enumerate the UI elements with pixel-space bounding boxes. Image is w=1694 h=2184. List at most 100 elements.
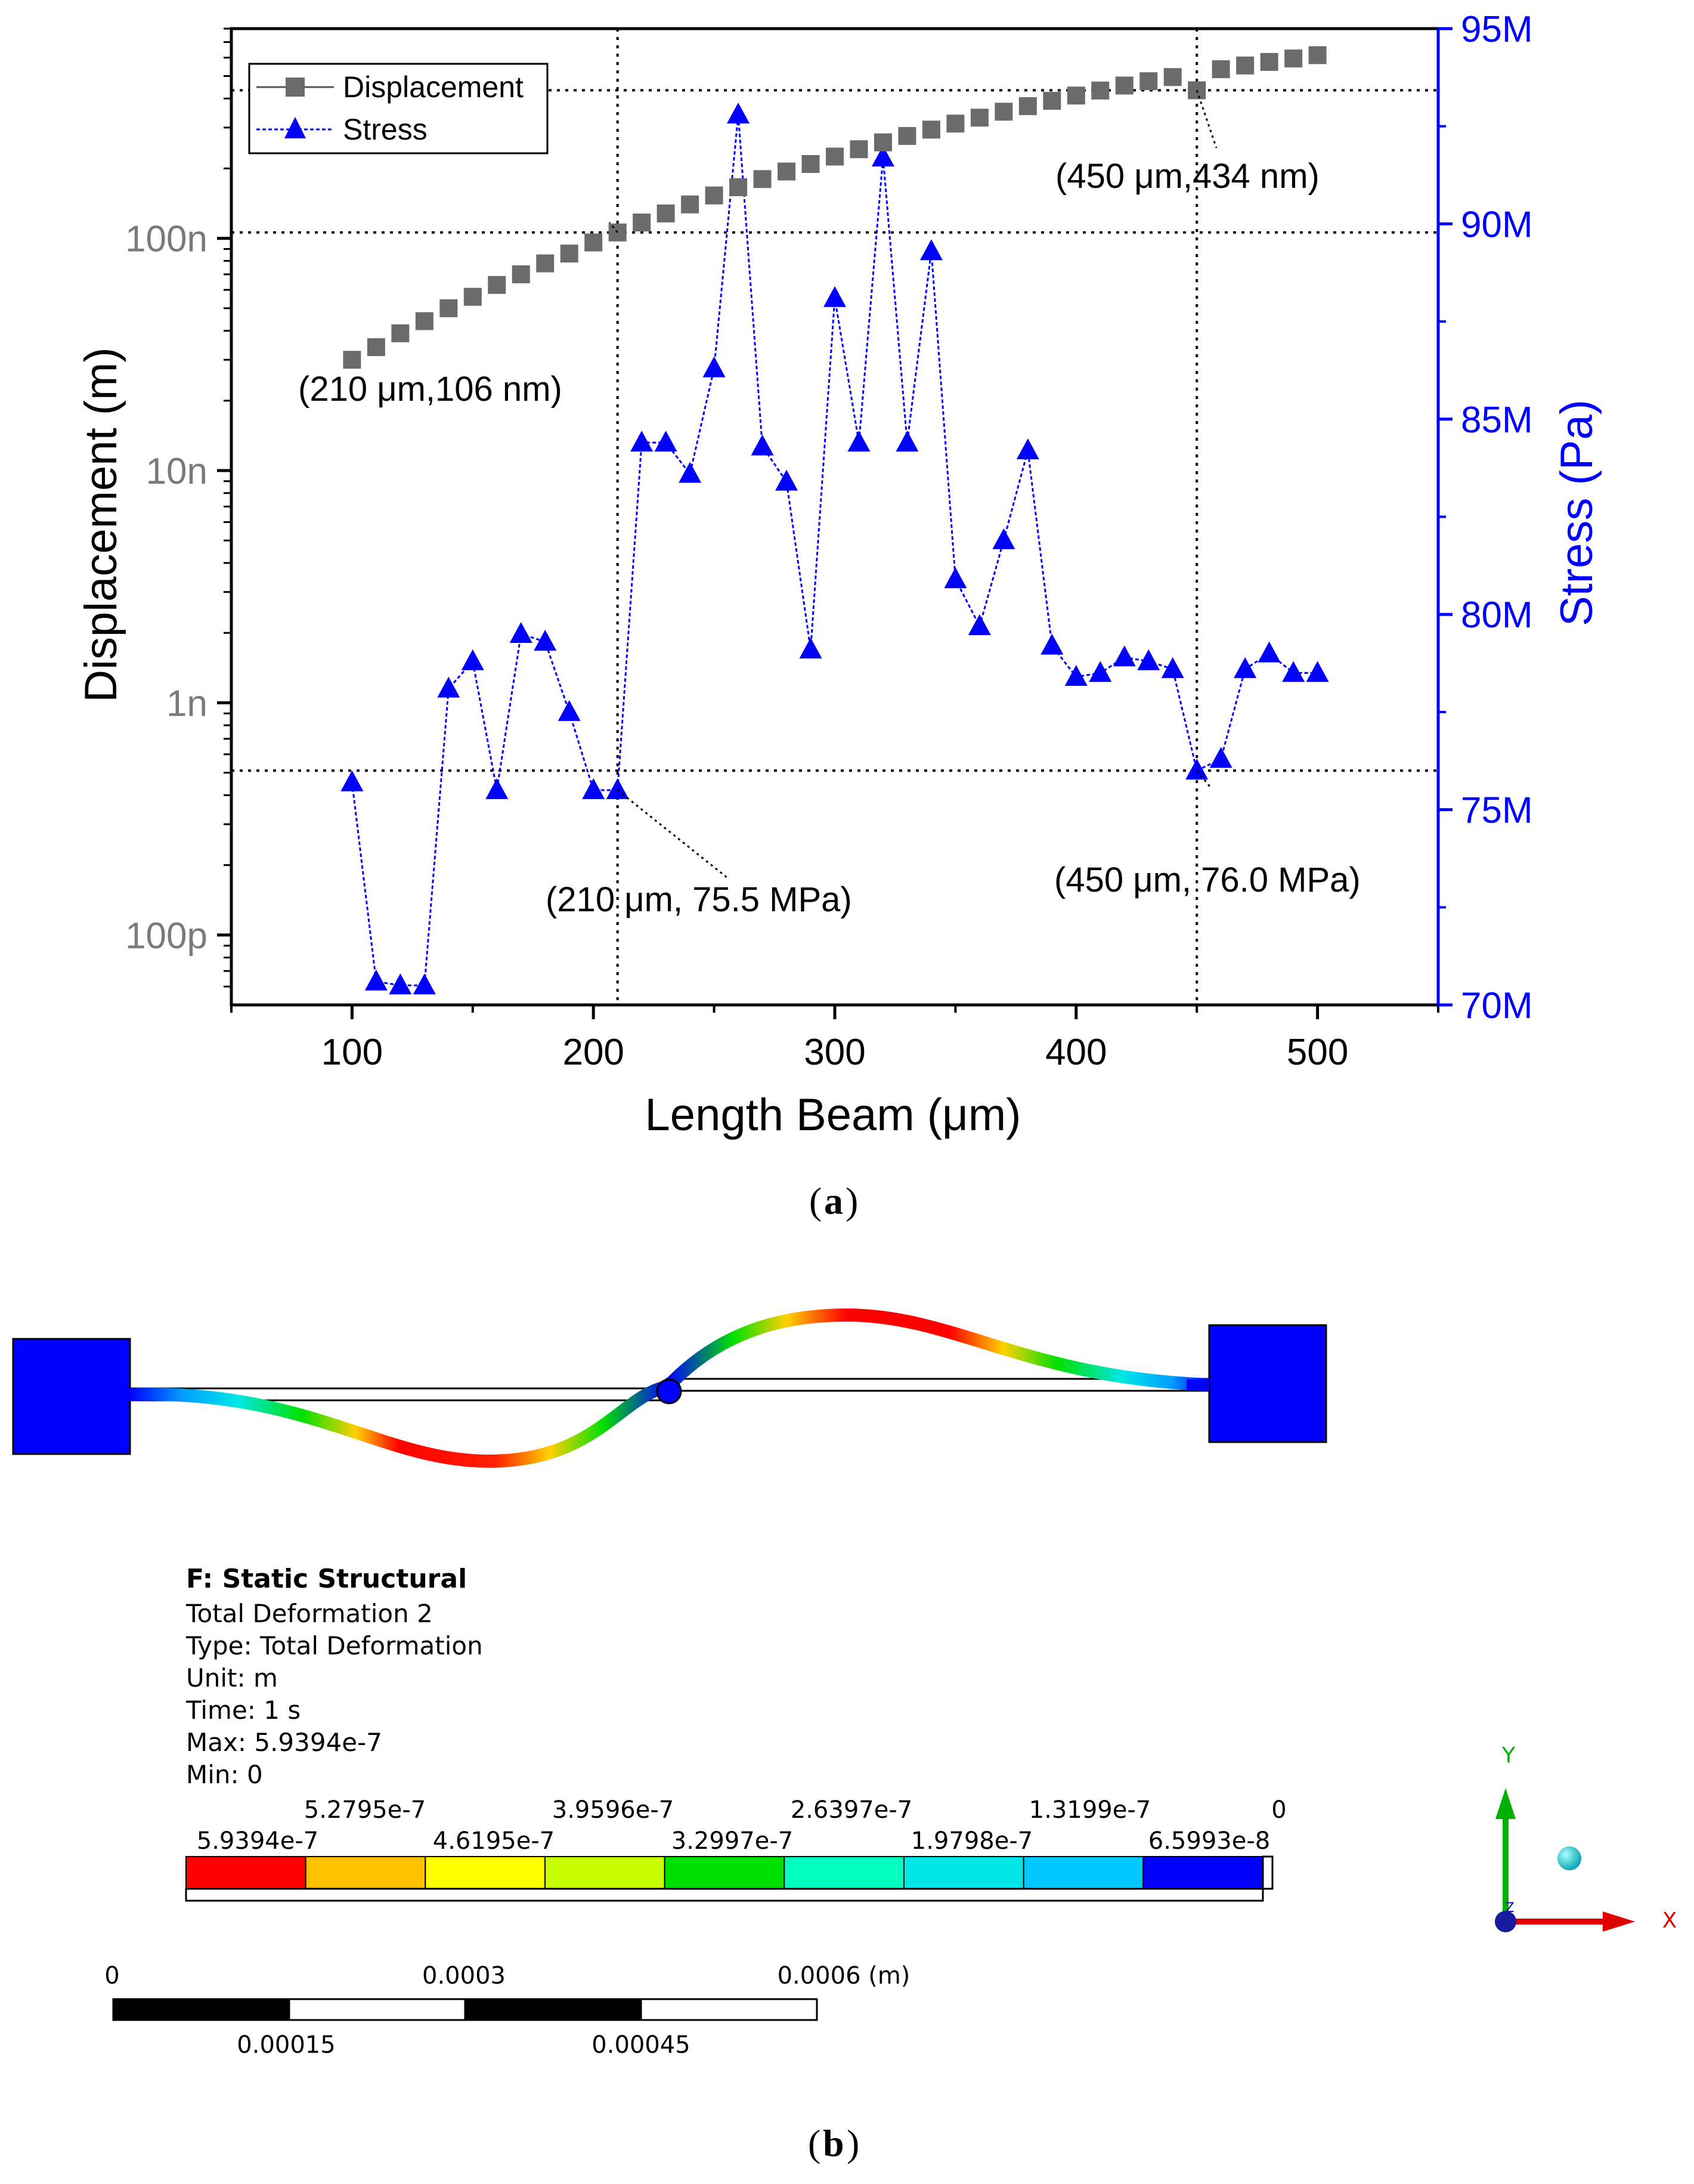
displacement-point (1236, 56, 1255, 75)
legend-displacement-marker (286, 78, 305, 97)
x-tick-label: 400 (1045, 1032, 1107, 1073)
triad-x-label: X (1662, 1908, 1677, 1933)
coordinate-triad: Y X Z (1495, 1743, 1677, 1933)
legend-bottom-value: 4.6195e-7 (433, 1827, 555, 1855)
legend-bottom-value: 6.5993e-8 (1148, 1827, 1270, 1855)
annotation-leader (617, 789, 728, 879)
displacement-point (1284, 50, 1303, 68)
displacement-point (488, 276, 506, 294)
stress-point (847, 431, 871, 452)
displacement-point (922, 120, 940, 139)
x-axis-ticks: 100 200 300 400 500 (230, 1005, 1439, 1073)
stress-point (1258, 641, 1281, 663)
displacement-point (1308, 46, 1327, 64)
legend-stress-marker (284, 117, 306, 138)
displacement-point (946, 115, 965, 133)
annotations: (450 μm,434 nm) (210 μm,106 nm) (210 μm, 7… (298, 89, 1361, 919)
legend-top-value: 5.2795e-7 (304, 1796, 426, 1824)
stress-point (558, 700, 581, 721)
annotation-leader (1196, 770, 1212, 788)
stress-point (340, 770, 364, 791)
displacement-point (1260, 52, 1278, 71)
left-axis-label: Displacement (m) (76, 347, 126, 702)
right-tick-label: 70M (1461, 985, 1533, 1026)
caption-a-open: ( (809, 1180, 822, 1222)
stress-point (606, 778, 629, 799)
displacement-point (778, 162, 796, 181)
color-legend-swatch (903, 1856, 1024, 1889)
scale-segment-black (112, 1998, 290, 2021)
stress-line (351, 114, 1318, 986)
x-tick-label: 300 (804, 1032, 865, 1073)
left-tick-label: 10n (146, 451, 208, 492)
x-tick-label: 200 (562, 1032, 624, 1073)
triad-y-arrow (1495, 1788, 1516, 1819)
displacement-point (705, 186, 723, 205)
caption-b-letter: b (823, 2122, 844, 2164)
stress-point (823, 286, 846, 307)
annotation-label: (210 μm,106 nm) (298, 370, 562, 409)
color-legend-swatch (664, 1856, 785, 1889)
deformed-beam-right (662, 1308, 1210, 1391)
right-tick-label: 90M (1461, 204, 1533, 245)
right-anchor-pad (1208, 1324, 1327, 1443)
annotation-label: (450 μm, 76.0 MPa) (1054, 861, 1361, 899)
displacement-point (415, 312, 433, 330)
stress-point (702, 356, 726, 378)
stress-point (1040, 633, 1064, 655)
displacement-point (801, 154, 820, 173)
caption-a-close: ) (846, 1180, 858, 1222)
legend-bottom-value: 5.9394e-7 (197, 1827, 318, 1855)
color-legend-swatch (783, 1856, 905, 1889)
triad-origin (1495, 1911, 1516, 1932)
x-axis-label: Length Beam (μm) (645, 1090, 1021, 1140)
caption-b-open: ( (808, 2122, 820, 2164)
x-tick-label: 100 (321, 1032, 383, 1073)
displacement-point (1091, 81, 1110, 100)
stress-point (799, 638, 822, 659)
left-tick-label: 1n (166, 683, 208, 724)
stress-point (1089, 661, 1112, 682)
caption-a-letter: a (824, 1180, 843, 1222)
annotation-label: (450 μm,434 nm) (1055, 157, 1320, 196)
legend-bottom-value: 1.9798e-7 (911, 1827, 1033, 1855)
displacement-point (656, 204, 675, 222)
displacement-point (1212, 60, 1230, 79)
legend-top-value: 0 (1271, 1796, 1286, 1824)
stress-point (919, 239, 943, 261)
displacement-point (850, 140, 868, 159)
stress-point (630, 431, 654, 452)
legend-top-value: 1.3199e-7 (1029, 1796, 1151, 1824)
stress-point (1185, 759, 1209, 780)
sim-title: F: Static Structural (186, 1564, 467, 1594)
stress-point (364, 969, 388, 991)
color-legend-swatch (1023, 1856, 1144, 1889)
left-axis-ticks: 100p 1n 10n 100n (125, 27, 231, 988)
stress-point (992, 528, 1015, 549)
displacement-point (512, 265, 530, 283)
displacement-point (463, 287, 482, 306)
displacement-point (753, 170, 772, 188)
right-axis-ticks: 70M 75M 80M 85M 90M 95M (1438, 9, 1533, 1026)
scale-label: 0.00015 (237, 2031, 335, 2059)
stress-point (509, 621, 532, 643)
left-tick-label: 100p (125, 915, 208, 957)
displacement-point (560, 245, 578, 263)
x-tick-label: 500 (1287, 1032, 1348, 1073)
sim-info-line: Max: 5.9394e-7 (186, 1728, 382, 1757)
triad-y-label: Y (1501, 1743, 1516, 1768)
displacement-point (970, 109, 989, 127)
displacement-point (874, 133, 892, 151)
displacement-point (898, 126, 916, 145)
color-legend-bracket (185, 1888, 1264, 1902)
scale-label: 0 (104, 1962, 119, 1990)
right-tick-label: 95M (1461, 9, 1533, 50)
caption-b-close: ) (847, 2122, 859, 2164)
right-tick-label: 85M (1461, 400, 1533, 441)
displacement-point (536, 254, 555, 273)
stress-point (968, 614, 991, 635)
sim-info-line: Min: 0 (186, 1760, 263, 1789)
center-joint (656, 1378, 682, 1405)
displacement-point (343, 351, 361, 369)
